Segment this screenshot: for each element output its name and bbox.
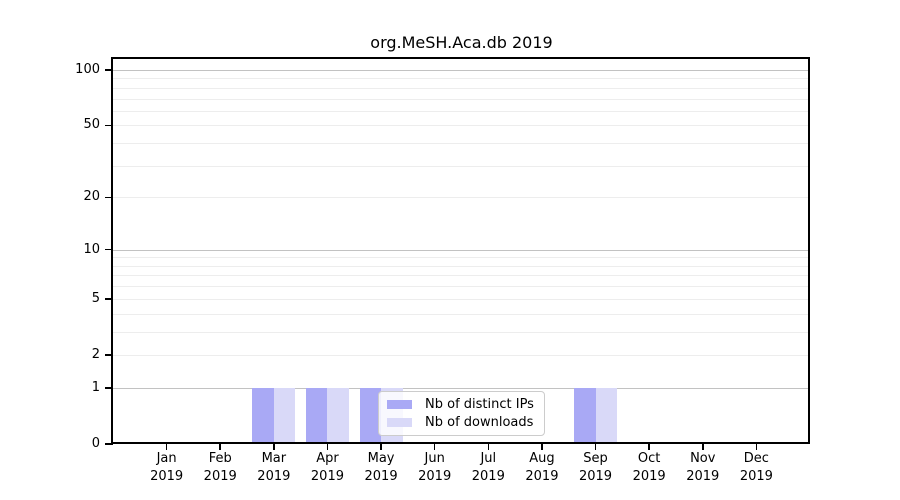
x-axis-tick-label: Mar 2019 [257,451,291,484]
bar-downloads-sep-2019 [595,387,618,444]
x-axis-tick [541,444,543,450]
y-axis-tick-label: 20 [83,189,100,205]
bar-distinct-ips-may-2019 [359,387,382,444]
bar-distinct-ips-mar-2019 [252,387,274,444]
chart-title: org.MeSH.Aca.db 2019 [370,33,553,52]
bar-downloads-mar-2019 [273,387,296,444]
x-axis-tick [165,444,168,450]
gridline-minor [113,354,810,356]
bar-distinct-ips-sep-2019 [574,387,596,444]
x-axis-tick-label: Apr 2019 [310,451,344,484]
x-axis-tick [755,444,758,450]
x-axis-tick-label: Aug 2019 [525,451,559,484]
x-axis-tick [702,444,704,450]
gridline-minor [113,98,810,100]
x-axis-tick-label: Nov 2019 [686,451,720,484]
gridline-major [113,70,810,71]
y-axis-tick-label: 10 [83,241,100,257]
y-axis-tick [105,69,113,71]
legend-swatch-distinct-ips [387,400,412,409]
legend-label-distinct-ips: Nb of distinct IPs [425,397,534,412]
gridline-minor [113,265,810,267]
legend-label-downloads: Nb of downloads [425,415,534,430]
y-axis-tick-label: 5 [91,290,100,306]
y-axis-tick [105,443,113,445]
x-axis-tick [380,444,382,450]
gridline-minor [113,110,810,112]
legend-item-distinct-ips: Nb of distinct IPs [387,397,536,412]
bar-distinct-ips-apr-2019 [305,387,328,444]
x-axis-tick-label: Jan 2019 [150,451,184,484]
y-axis-tick-label: 2 [91,346,100,362]
gridline-minor [113,313,810,315]
y-axis-tick [105,248,113,251]
y-axis-tick [105,196,113,199]
gridline-minor [113,197,810,199]
legend: Nb of distinct IPs Nb of downloads [378,391,545,436]
legend-item-downloads: Nb of downloads [387,415,536,430]
y-axis-tick [105,387,113,389]
plot-area [113,59,810,444]
y-axis-tick [105,124,113,127]
y-axis-tick-label: 100 [75,62,100,77]
x-axis-tick [219,444,221,450]
x-axis-tick-label: Jul 2019 [471,451,505,484]
y-axis-tick-label: 50 [83,117,100,133]
gridline-minor [113,286,810,288]
y-axis-tick-label: 1 [91,379,100,395]
gridline-minor [113,125,810,127]
x-axis-tick [326,444,329,450]
gridline-minor [113,78,810,80]
gridline-major [113,387,810,389]
y-axis-tick-label: 0 [91,436,100,451]
legend-swatch-downloads [387,418,412,427]
x-axis-tick-label: Oct 2019 [632,451,666,484]
gridline-major [113,249,810,251]
x-axis-tick-label: Jun 2019 [418,451,452,484]
x-axis-tick-label: Sep 2019 [578,451,613,484]
x-axis-tick [594,444,597,450]
gridline-minor [113,143,810,145]
x-axis-tick [648,444,650,450]
bar-downloads-apr-2019 [327,387,349,444]
gridline-minor [113,165,810,167]
y-axis-tick [105,354,113,356]
gridline-minor [113,87,810,89]
x-axis-tick-label: May 2019 [364,451,398,484]
x-axis-tick [433,444,436,450]
x-axis-tick [273,444,275,450]
gridline-minor [113,298,810,300]
gridline-minor [113,275,810,277]
gridline-minor [113,257,810,259]
gridline-minor [113,331,810,333]
y-axis-tick [105,298,113,300]
x-axis-tick-label: Feb 2019 [203,451,237,484]
x-axis-tick-label: Dec 2019 [739,451,773,484]
x-axis-tick [487,444,490,450]
